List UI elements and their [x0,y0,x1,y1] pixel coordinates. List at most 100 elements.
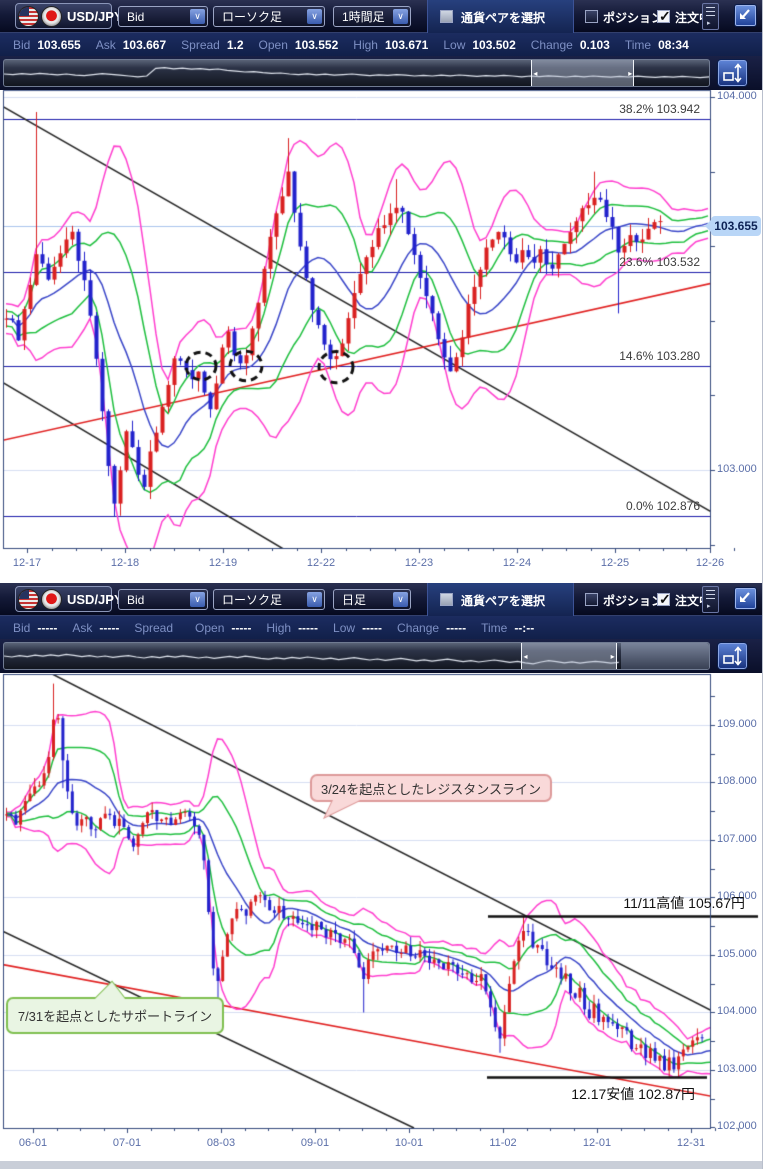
quote-label: Spread [181,37,220,52]
select-pair-checkbox[interactable] [440,10,453,23]
order-checkbox[interactable] [657,8,671,25]
chevron-down-icon: ∨ [393,592,408,607]
nav-left-arrow-icon[interactable]: ◂ [533,69,538,78]
y-axis-label: 104.000 [717,90,757,103]
quote-value: 103.655 [37,37,81,52]
y-axis-label: 102.000 [717,1120,757,1133]
select-pair-label: 通貨ペアを選択 [461,11,546,25]
x-axis-label: 12-18 [110,557,140,569]
quote-value: 08:34 [658,37,689,52]
x-axis-label: 10-01 [394,1137,424,1149]
nav-left-arrow-icon[interactable]: ◂ [523,652,528,661]
x-axis-label: 12-26 [695,557,725,569]
quote-value: ----- [99,620,120,635]
dock-arrow-icon [740,9,750,19]
dock-button[interactable] [734,587,757,610]
navigator[interactable]: ◂ ▸ [3,642,710,670]
chart-panel-hourly: USD/JPY Bid ∨ ローソク足 ∨ 1時間足 ∨ 通貨ペアを選択 ポジシ… [0,0,762,583]
quote-value: --:-- [514,620,535,635]
x-axis-label: 06-01 [18,1137,48,1149]
candlestick-chart-daily[interactable] [0,583,762,1169]
quote-label: Spread [134,620,174,635]
order-checkbox[interactable] [657,591,671,608]
quote-label: Ask [72,620,93,635]
y-axis-label: 103.000 [717,463,757,476]
navigator-scale-button[interactable] [717,59,748,87]
chart-style-select[interactable]: ローソク足 ∨ [213,589,325,610]
us-flag-icon [18,6,39,27]
chevron-down-icon: ∨ [190,592,205,607]
select-pair-label: 通貨ペアを選択 [461,594,546,608]
fib-level-label: 23.6% 103.532 [619,254,700,269]
y-axis-label: 103.000 [717,1062,757,1075]
select-pair-checkbox[interactable] [440,593,453,606]
quote-value: 0.103 [579,37,610,52]
x-axis-label: 09-01 [300,1137,330,1149]
position-checkbox[interactable] [585,10,598,23]
callout-resistance: 3/24を起点としたレジスタンスライン [320,781,542,797]
candlestick-chart-hourly[interactable] [0,0,762,583]
timeframe-select[interactable]: 日足 ∨ [333,589,411,610]
quote-value: 103.667 [122,37,167,52]
timeframe-select[interactable]: 1時間足 ∨ [333,6,411,27]
quote-value: ----- [298,620,319,635]
quote-value: 103.502 [472,37,516,52]
scale-icon [723,63,742,83]
quote-label: Bid [13,37,31,52]
navigator-sparkline [4,61,709,86]
select-pair-section: 通貨ペアを選択 [427,583,574,616]
quote-label: High [353,37,378,52]
japan-flag-icon [41,6,62,27]
quote-label: Open [258,37,288,52]
pair-label: USD/JPY [67,591,123,607]
chevron-down-icon: ∨ [393,9,408,24]
navigator-row: ◂ ▸ [0,56,762,90]
quote-label: Low [333,620,356,635]
menu-button[interactable]: ▸ [702,586,719,613]
navigator-row: ◂ ▸ [0,639,762,673]
nav-right-arrow-icon[interactable]: ▸ [628,69,633,78]
currency-pair-button[interactable]: USD/JPY [15,3,123,29]
quote-bar: Bid 103.655 Ask 103.667 Spread 1.2 Open 103.552… [0,33,762,56]
x-axis-label: 08-03 [206,1137,236,1149]
quote-bar: Bid ----- Ask ----- Spread Open ----- High -----… [0,616,762,639]
quote-value: ----- [446,620,467,635]
dock-arrow-icon [740,592,750,602]
pair-label: USD/JPY [67,8,123,24]
quote-label: Change [530,37,573,52]
scale-icon [723,646,742,666]
price-type-select[interactable]: Bid ∨ [118,6,208,27]
navigator-selection[interactable]: ◂ ▸ [531,60,635,86]
chart-style-select[interactable]: ローソク足 ∨ [213,6,325,27]
y-axis-label: 108.000 [717,775,757,788]
quote-label: Time [481,620,508,635]
quote-label: Open [195,620,225,635]
us-flag-icon [18,589,39,610]
nav-right-arrow-icon[interactable]: ▸ [610,652,615,661]
quote-value: 103.552 [294,37,339,52]
position-label: ポジション [603,11,664,25]
toolbar-daily: USD/JPY Bid ∨ ローソク足 ∨ 日足 ∨ 通貨ペアを選択 ポジション… [0,583,762,616]
japan-flag-icon [41,589,62,610]
quote-label: Bid [13,620,31,635]
navigator-sparkline [4,644,709,669]
timeframe-value: 日足 [342,593,367,607]
y-axis-label: 106.000 [717,890,757,903]
navigator-selection[interactable]: ◂ ▸ [521,643,617,669]
dock-button[interactable] [734,4,757,27]
position-checkbox[interactable] [585,593,598,606]
x-axis-label: 11-02 [489,1137,517,1149]
x-axis-label: 12-22 [306,557,336,569]
menu-button[interactable]: ▸ [702,3,719,30]
currency-pair-button[interactable]: USD/JPY [15,586,123,612]
price-type-select[interactable]: Bid ∨ [118,589,208,610]
navigator[interactable]: ◂ ▸ [3,59,710,87]
fib-level-label: 0.0% 102.876 [625,499,700,514]
low-annotation-label: 12.17安値 102.87円 [571,1086,695,1103]
quote-value: ----- [362,620,383,635]
x-axis-label: 12-19 [208,557,238,569]
y-axis-label: 109.000 [717,718,757,730]
chart-style-value: ローソク足 [222,10,283,24]
navigator-scale-button[interactable] [717,642,748,670]
timeframe-value: 1時間足 [342,10,385,24]
